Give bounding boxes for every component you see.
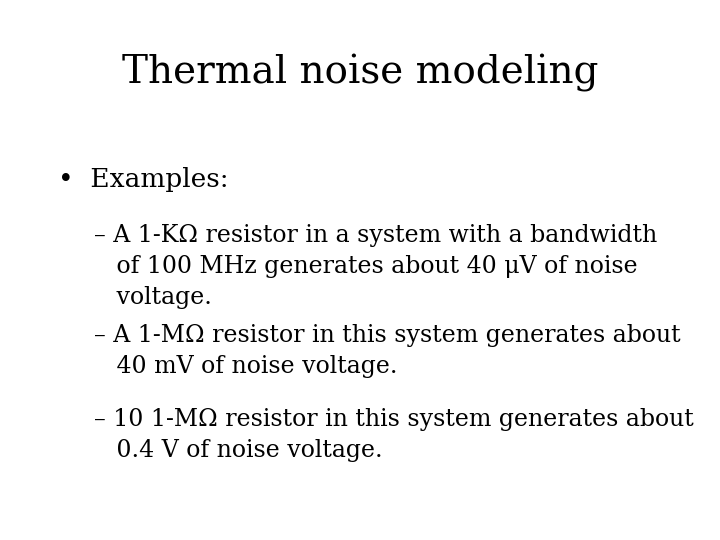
Text: •  Examples:: • Examples: [58, 167, 228, 192]
Text: Thermal noise modeling: Thermal noise modeling [122, 54, 598, 92]
Text: – 10 1-MΩ resistor in this system generates about
   0.4 V of noise voltage.: – 10 1-MΩ resistor in this system genera… [94, 408, 693, 462]
Text: – A 1-KΩ resistor in a system with a bandwidth
   of 100 MHz generates about 40 : – A 1-KΩ resistor in a system with a ban… [94, 224, 657, 309]
Text: – A 1-MΩ resistor in this system generates about
   40 mV of noise voltage.: – A 1-MΩ resistor in this system generat… [94, 324, 680, 378]
